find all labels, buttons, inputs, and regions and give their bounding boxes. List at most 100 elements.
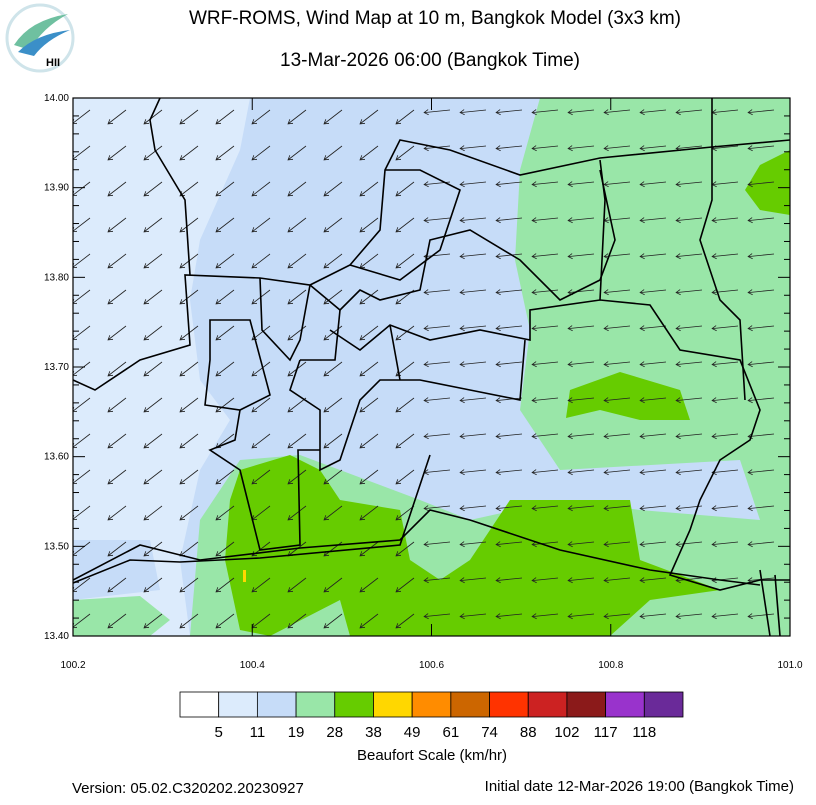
arrow <box>603 181 631 188</box>
arrow <box>323 577 343 593</box>
arrow <box>747 361 775 368</box>
arrow <box>107 541 127 557</box>
arrow <box>603 613 631 620</box>
arrow <box>215 289 235 305</box>
arrow <box>531 181 559 188</box>
arrow <box>567 181 595 188</box>
arrow <box>423 433 451 440</box>
arrow <box>323 217 343 233</box>
arrow <box>395 109 415 125</box>
arrow <box>459 145 487 152</box>
arrow <box>215 109 235 125</box>
arrow <box>395 181 415 197</box>
arrow <box>359 145 379 161</box>
lon-label: 100.4 <box>240 660 265 671</box>
arrow <box>423 613 451 620</box>
arrow <box>747 505 775 512</box>
arrow <box>531 217 559 224</box>
arrow <box>179 505 199 521</box>
legend-label: 28 <box>326 724 343 741</box>
arrow <box>215 505 235 521</box>
arrow <box>359 325 379 341</box>
arrow <box>215 145 235 161</box>
arrow <box>179 361 199 377</box>
arrow <box>287 325 307 341</box>
arrow <box>711 325 739 332</box>
arrow <box>143 289 163 305</box>
arrow <box>251 217 271 233</box>
legend-swatch <box>643 691 684 718</box>
arrow <box>603 433 631 440</box>
arrow <box>107 145 127 161</box>
arrow <box>459 289 487 296</box>
arrow <box>287 145 307 161</box>
arrow <box>323 469 343 485</box>
arrow <box>179 109 199 125</box>
arrow <box>287 577 307 593</box>
arrow <box>747 289 775 296</box>
lon-label: 101.0 <box>777 660 802 671</box>
arrow <box>143 613 163 629</box>
arrow <box>107 289 127 305</box>
arrow <box>107 433 127 449</box>
arrow <box>603 109 631 116</box>
arrow <box>495 505 523 512</box>
arrow <box>143 361 163 377</box>
arrow <box>567 253 595 260</box>
lat-label: 13.70 <box>44 362 69 373</box>
arrow <box>143 145 163 161</box>
arrow <box>287 109 307 125</box>
lat-label: 13.60 <box>44 452 69 463</box>
arrow <box>251 253 271 269</box>
arrow <box>215 325 235 341</box>
arrow <box>495 541 523 548</box>
arrow <box>359 289 379 305</box>
arrow <box>179 433 199 449</box>
arrow <box>567 145 595 152</box>
arrow <box>107 505 127 521</box>
arrow <box>711 505 739 512</box>
arrow <box>639 361 667 368</box>
arrow <box>567 109 595 116</box>
legend-label: 38 <box>365 724 382 741</box>
arrow <box>495 433 523 440</box>
arrow <box>359 361 379 377</box>
arrow <box>459 325 487 332</box>
arrow <box>107 253 127 269</box>
wind-field <box>73 98 790 636</box>
arrow <box>287 613 307 629</box>
arrow <box>251 361 271 377</box>
arrow <box>711 541 739 548</box>
arrow <box>395 469 415 485</box>
legend-swatch <box>256 691 297 718</box>
arrow <box>323 109 343 125</box>
legend-swatch <box>334 691 374 718</box>
arrow <box>459 433 487 440</box>
arrow <box>531 541 559 548</box>
arrow <box>459 217 487 224</box>
arrow <box>215 361 235 377</box>
arrow <box>359 469 379 485</box>
arrow <box>531 253 559 260</box>
arrow <box>251 181 271 197</box>
arrow <box>711 289 739 296</box>
arrow <box>459 253 487 260</box>
arrow <box>747 181 775 188</box>
arrow <box>143 325 163 341</box>
arrow <box>395 433 415 449</box>
arrow <box>675 397 703 404</box>
arrow <box>143 397 163 413</box>
arrow <box>359 613 379 629</box>
arrow <box>675 181 703 188</box>
arrow <box>639 217 667 224</box>
arrow <box>323 289 343 305</box>
arrow <box>495 145 523 152</box>
legend-label: 11 <box>250 724 266 741</box>
arrow <box>215 577 235 593</box>
arrow <box>567 217 595 224</box>
arrow <box>639 289 667 296</box>
lat-label: 14.00 <box>44 93 69 104</box>
arrow <box>423 289 451 296</box>
arrow <box>459 541 487 548</box>
